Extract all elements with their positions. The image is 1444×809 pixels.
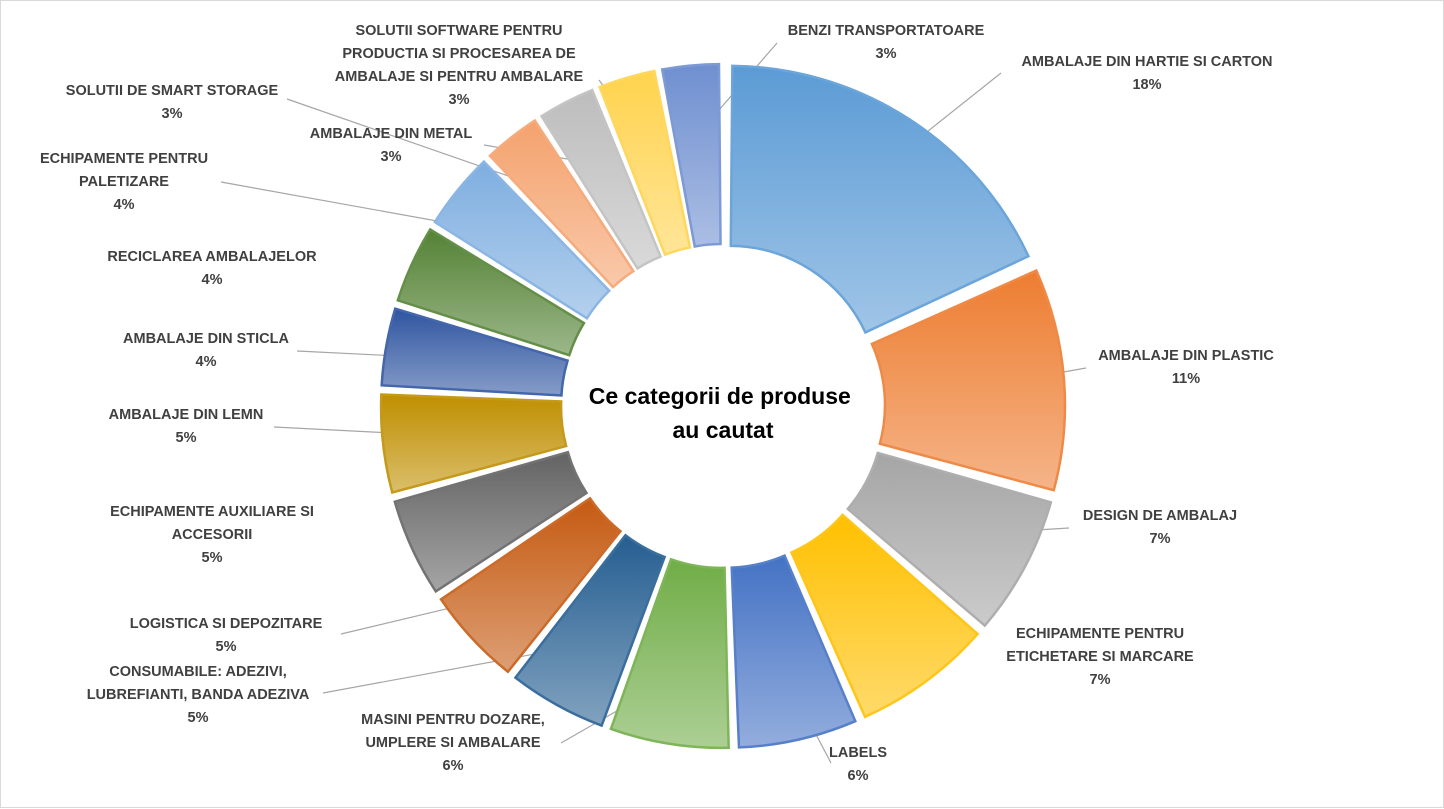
slice-16-label-line-2: PRODUCTIA SI PROCESAREA DE	[342, 46, 576, 62]
slice-11-percent: 4%	[196, 354, 217, 370]
slice-6	[609, 557, 730, 750]
slice-9-label-line-2: ACCESORII	[172, 527, 253, 543]
slice-1-label-line-1: AMBALAJE DIN HARTIE SI CARTON	[1021, 54, 1272, 70]
slice-7-label-line-2: LUBREFIANTI, BANDA ADEZIVA	[87, 687, 310, 703]
slice-3-label-line-1: DESIGN DE AMBALAJ	[1083, 508, 1237, 524]
slice-5	[730, 554, 857, 749]
slice-1	[729, 64, 1031, 335]
slice-7	[513, 533, 667, 728]
slice-5-label-line-1: LABELS	[829, 745, 887, 761]
slice-16	[598, 69, 692, 257]
slice-3-percent: 7%	[1150, 531, 1171, 547]
slice-9-percent: 5%	[202, 550, 223, 566]
slice-9	[393, 450, 589, 594]
chart-title-line-2: au cautat	[673, 417, 774, 443]
slice-6-percent: 6%	[443, 758, 464, 774]
slice-13	[433, 159, 611, 320]
slice-15-percent: 3%	[381, 149, 402, 165]
slice-12-percent: 4%	[202, 272, 223, 288]
slice-14	[488, 118, 636, 289]
slice-6-label-line-1: MASINI PENTRU DOZARE,	[361, 712, 545, 728]
slice-13-label-line-1: ECHIPAMENTE PENTRU	[40, 151, 208, 167]
slice-16-label-line-3: AMBALAJE SI PENTRU AMBALARE	[335, 69, 584, 85]
slice-7-percent: 5%	[188, 710, 209, 726]
slice-17-percent: 3%	[876, 46, 897, 62]
slice-2-percent: 11%	[1172, 371, 1200, 387]
slice-11	[380, 307, 570, 397]
slice-9-label-line-1: ECHIPAMENTE AUXILIARE SI	[110, 504, 314, 520]
slice-13-label-line-2: PALETIZARE	[79, 174, 169, 190]
slice-11-label-line-1: AMBALAJE DIN STICLA	[123, 331, 289, 347]
slice-10-label-line-1: AMBALAJE DIN LEMN	[109, 407, 264, 423]
slice-12	[396, 227, 586, 357]
slice-12-label-line-1: RECICLAREA AMBALAJELOR	[107, 249, 317, 265]
slice-7-label-line-1: CONSUMABILE: ADEZIVI,	[109, 664, 287, 680]
slice-8-label-line-1: LOGISTICA SI DEPOZITARE	[130, 616, 323, 632]
slice-10	[379, 393, 568, 495]
slice-15	[539, 88, 663, 271]
slice-17	[660, 62, 722, 248]
slice-4	[789, 513, 980, 719]
slice-10-percent: 5%	[176, 430, 197, 446]
slice-3	[846, 451, 1053, 628]
slice-4-percent: 7%	[1090, 672, 1111, 688]
slice-8-percent: 5%	[216, 639, 237, 655]
slice-16-percent: 3%	[449, 92, 470, 108]
slice-15-label-line-1: AMBALAJE DIN METAL	[310, 126, 473, 142]
chart-title-line-1: Ce categorii de produse	[589, 383, 851, 409]
slice-2-label-line-1: AMBALAJE DIN PLASTIC	[1098, 348, 1274, 364]
chart-title: Ce categorii de produse au cautat	[589, 383, 857, 443]
slice-8	[439, 496, 623, 674]
slice-2	[870, 268, 1067, 492]
slice-14-label-line-1: SOLUTII DE SMART STORAGE	[66, 83, 279, 99]
slice-6-label-line-2: UMPLERE SI AMBALARE	[365, 735, 540, 751]
slice-4-label-line-2: ETICHETARE SI MARCARE	[1006, 649, 1194, 665]
data-labels: AMBALAJE DIN HARTIE SI CARTON 18% AMBALAJE…	[40, 23, 1274, 784]
slice-1-percent: 18%	[1132, 77, 1161, 93]
slice-13-percent: 4%	[114, 197, 135, 213]
slice-17-label-line-1: BENZI TRANSPORTATOARE	[788, 23, 985, 39]
slice-4-label-line-1: ECHIPAMENTE PENTRU	[1016, 626, 1184, 642]
slice-5-percent: 6%	[848, 768, 869, 784]
doughnut-slices	[379, 62, 1067, 750]
slice-16-label-line-1: SOLUTII SOFTWARE PENTRU	[355, 23, 562, 39]
slice-14-percent: 3%	[162, 106, 183, 122]
